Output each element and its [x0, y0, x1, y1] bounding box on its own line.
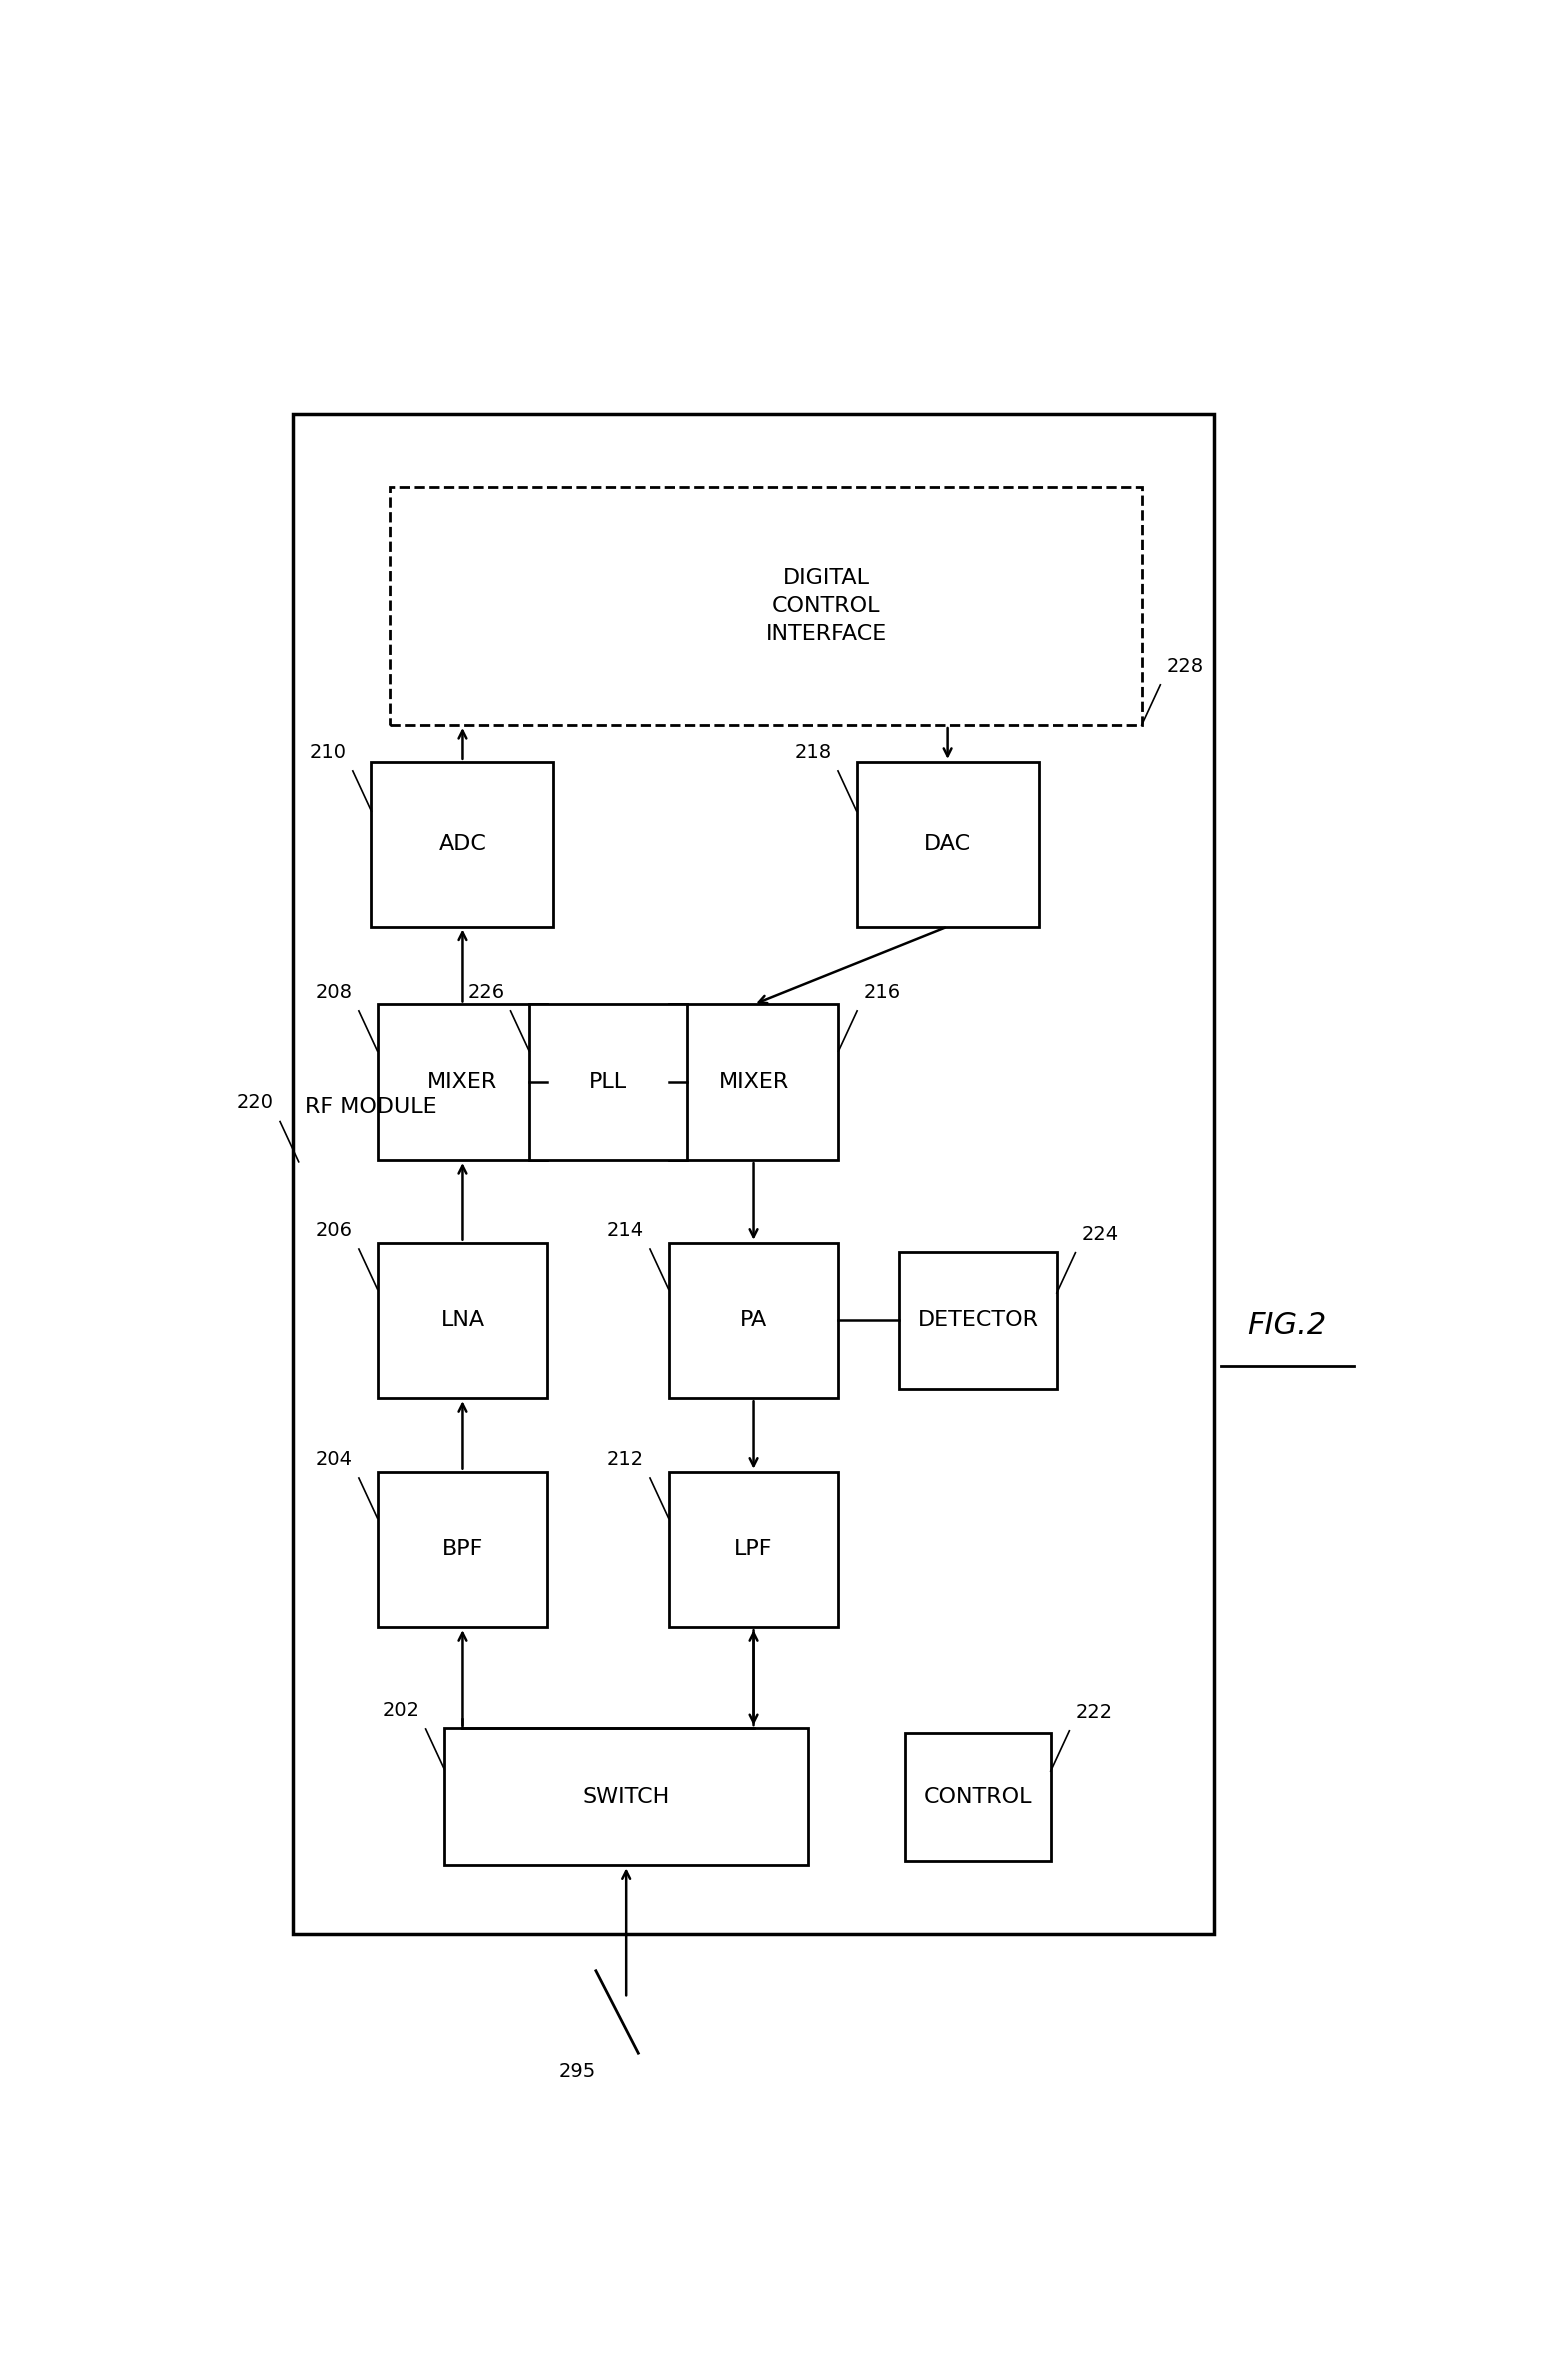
Bar	[529, 1004, 687, 1161]
Text: MIXER: MIXER	[718, 1073, 789, 1092]
Bar	[905, 1732, 1050, 1860]
Text: 220: 220	[236, 1094, 274, 1113]
Text: ADC: ADC	[438, 835, 487, 854]
Text: FIG.2: FIG.2	[1247, 1311, 1327, 1339]
Text: 202: 202	[382, 1701, 419, 1720]
Text: 295: 295	[559, 2063, 596, 2082]
Text: SWITCH: SWITCH	[582, 1787, 670, 1806]
Text: DETECTOR: DETECTOR	[917, 1311, 1039, 1330]
Bar	[377, 1004, 548, 1161]
Text: 204: 204	[316, 1449, 352, 1468]
Bar	[377, 1242, 548, 1399]
Text: 226: 226	[468, 983, 504, 1002]
Bar	[390, 488, 1142, 726]
Bar	[856, 761, 1039, 928]
Bar	[900, 1251, 1056, 1389]
Text: 206: 206	[316, 1220, 352, 1239]
Text: MIXER: MIXER	[427, 1073, 498, 1092]
Text: 210: 210	[310, 742, 347, 761]
Bar	[668, 1004, 839, 1161]
Text: CONTROL: CONTROL	[923, 1787, 1033, 1806]
Bar	[377, 1473, 548, 1627]
Bar	[668, 1242, 839, 1399]
Text: LNA: LNA	[440, 1311, 485, 1330]
Text: 228: 228	[1166, 657, 1203, 676]
Text: 224: 224	[1081, 1225, 1119, 1244]
Bar	[444, 1727, 808, 1865]
Text: 208: 208	[316, 983, 352, 1002]
Text: RF MODULE: RF MODULE	[305, 1097, 437, 1116]
Text: 214: 214	[607, 1220, 643, 1239]
Text: 212: 212	[607, 1449, 643, 1468]
Bar	[293, 414, 1214, 1934]
Text: PA: PA	[740, 1311, 767, 1330]
Bar	[668, 1473, 839, 1627]
Text: DAC: DAC	[923, 835, 972, 854]
Text: 222: 222	[1075, 1703, 1113, 1722]
Text: 216: 216	[864, 983, 900, 1002]
Text: PLL: PLL	[588, 1073, 628, 1092]
Bar	[371, 761, 554, 928]
Text: 218: 218	[795, 742, 833, 761]
Text: DIGITAL
CONTROL
INTERFACE: DIGITAL CONTROL INTERFACE	[765, 569, 887, 645]
Text: LPF: LPF	[734, 1539, 773, 1561]
Text: BPF: BPF	[441, 1539, 484, 1561]
